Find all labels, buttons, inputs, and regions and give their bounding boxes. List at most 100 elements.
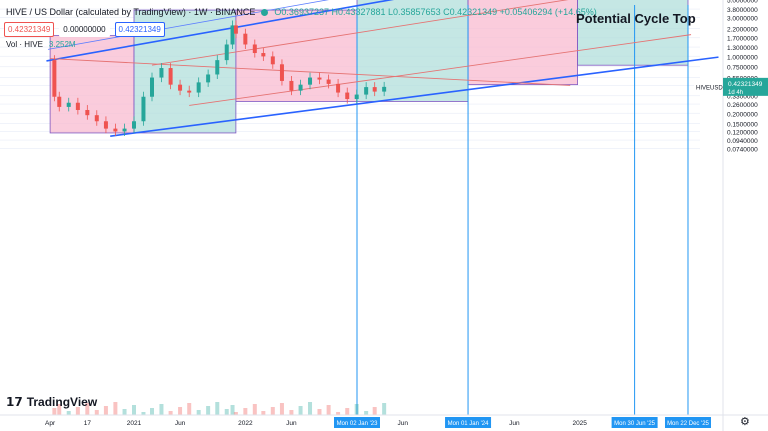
- candle-body-21: [230, 25, 235, 45]
- time-tick-1: 17: [84, 420, 92, 427]
- time-highlight-3: Mon 22 Dec '25: [667, 421, 709, 427]
- last-price-value: 0.42321349: [728, 81, 763, 88]
- time-highlight-0: Mon 02 Jan '23: [337, 421, 379, 427]
- volume-bar-15: [178, 407, 183, 415]
- candle-body-35: [354, 94, 359, 100]
- candle-body-30: [308, 77, 313, 85]
- price-tick-8: 3.0000000: [727, 16, 758, 23]
- channel-upper-line: [46, 0, 395, 62]
- candle-body-29: [298, 84, 303, 91]
- cycle-box-0: [49, 35, 135, 134]
- time-tick-5: Jun: [286, 420, 297, 427]
- time-highlight-2: Mon 30 Jun '25: [614, 421, 656, 427]
- last-price-pill[interactable]: 0.42321349: [4, 22, 55, 37]
- cycle-box-3: [356, 0, 469, 102]
- volume-bar-2: [57, 404, 62, 415]
- volume-value: 3.252M: [48, 40, 76, 49]
- chart-header: HIVE / US Dollar (calculated by TradingV…: [6, 7, 597, 17]
- volume-bar-16: [187, 403, 192, 415]
- channel-mid-upper-line: [151, 0, 569, 66]
- volume-bar-19: [215, 402, 220, 415]
- candle-body-33: [336, 83, 341, 93]
- price-tick-7: 3.8000000: [727, 7, 758, 14]
- volume-bar-30: [308, 402, 313, 415]
- volume-bar-32: [326, 405, 331, 415]
- volume-bar-11: [141, 412, 146, 415]
- volume-bar-14: [168, 411, 173, 415]
- candle-body-16: [187, 90, 192, 93]
- time-tick-8: 2025: [572, 420, 587, 427]
- last-price-symbol-bg: [694, 81, 722, 92]
- candle-body-5: [85, 109, 90, 116]
- candle-body-37: [372, 87, 377, 92]
- candle-body-19: [215, 60, 220, 75]
- price-tick-16: 0.3300000: [727, 94, 758, 101]
- last-price-tag: [723, 77, 768, 96]
- volume-bar-27: [279, 403, 284, 415]
- volume-bar-28: [289, 410, 294, 415]
- candle-body-2: [57, 96, 62, 107]
- candle-body-31: [317, 77, 322, 80]
- candle-body-27: [279, 64, 284, 81]
- candle-body-20: [224, 44, 229, 61]
- volume-bar-7: [103, 406, 108, 415]
- volume-bar-9: [122, 409, 127, 415]
- descending-resistance-line: [50, 58, 571, 86]
- price-tick-13: 0.7500000: [727, 65, 758, 72]
- candle-body-10: [132, 121, 136, 129]
- time-tick-6: Jun: [398, 420, 409, 427]
- time-tick-0: Apr: [45, 420, 56, 427]
- price-tick-6: 5.0000000: [727, 0, 758, 4]
- symbol-title[interactable]: HIVE / US Dollar (calculated by TradingV…: [6, 7, 256, 17]
- price-tick-9: 2.2000000: [727, 26, 758, 33]
- candle-body-32: [326, 79, 331, 84]
- gear-icon[interactable]: ⚙: [740, 416, 750, 428]
- volume-bar-26: [270, 407, 275, 415]
- time-tick-3: Jun: [175, 420, 186, 427]
- volume-bar-20: [224, 409, 229, 415]
- volume-bar-17: [196, 410, 201, 415]
- ask-price-pill[interactable]: 0.42321349: [114, 22, 165, 37]
- volume-bar-31: [317, 409, 322, 415]
- tradingview-logo[interactable]: 𝟭𝟳 TradingView: [6, 395, 97, 409]
- time-highlight-bg-1: [445, 417, 492, 428]
- candle-body-23: [243, 33, 248, 45]
- candle-body-14: [168, 68, 173, 85]
- candle-body-15: [178, 84, 183, 91]
- volume-label: Vol · HIVE: [6, 40, 43, 49]
- candle-body-38: [382, 86, 387, 92]
- price-tick-18: 0.2000000: [727, 111, 758, 118]
- candle-body-24: [252, 44, 257, 54]
- volume-bar-24: [252, 404, 257, 415]
- volume-bar-35: [354, 404, 359, 415]
- price-tick-10: 1.7000000: [727, 36, 758, 43]
- price-tick-19: 0.1500000: [727, 122, 758, 129]
- price-tick-22: 0.0740000: [727, 147, 758, 154]
- candle-body-12: [149, 77, 154, 97]
- candle-body-13: [159, 68, 164, 78]
- price-tick-17: 0.2600000: [727, 102, 758, 109]
- volume-bar-13: [159, 404, 164, 415]
- time-highlight-1: Mon 01 Jan '24: [448, 421, 490, 427]
- candle-body-22: [233, 25, 238, 34]
- volume-bar-4: [75, 407, 80, 415]
- candle-body-25: [261, 53, 266, 57]
- channel-lower-line: [110, 56, 719, 137]
- candle-body-7: [103, 121, 108, 129]
- candle-body-1: [52, 60, 57, 97]
- candle-body-28: [289, 80, 294, 91]
- ohlc-values: O0.36937237 H0.43327881 L0.35857653 C0.4…: [274, 7, 597, 17]
- cycle-top-annotation: Potential Cycle Top: [576, 11, 696, 26]
- volume-bar-22: [233, 412, 238, 415]
- last-price-countdown: 1d 4h: [728, 90, 743, 96]
- candle-body-34: [345, 92, 350, 100]
- price-tick-20: 0.1200000: [727, 129, 758, 136]
- volume-bar-38: [382, 403, 387, 415]
- price-tick-11: 1.3000000: [727, 45, 758, 52]
- candles: [52, 20, 387, 136]
- candle-body-36: [364, 87, 369, 95]
- price-axis: 24.000000019.000000015.000000011.0000000…: [694, 0, 768, 431]
- volume-bar-21: [230, 405, 235, 415]
